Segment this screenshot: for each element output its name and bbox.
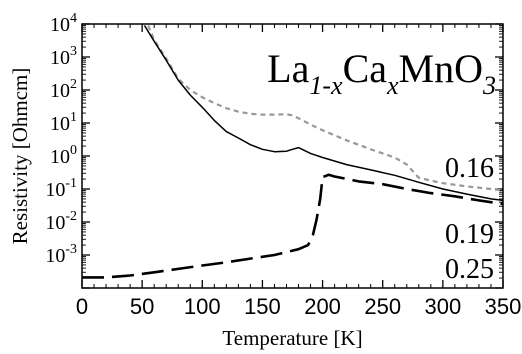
y-tick-label: 104 bbox=[50, 11, 77, 36]
plot-area: 0 50 100 150 200 250 300 350 10-3 10-2 10-1 100 101 1… bbox=[8, 11, 521, 350]
series-line-0-25 bbox=[82, 173, 503, 279]
y-tick-label: 10-2 bbox=[45, 209, 77, 234]
series-line-0-19 bbox=[143, 25, 503, 202]
series-label: 0.16 bbox=[445, 153, 494, 184]
series-label: 0.19 bbox=[445, 219, 494, 250]
x-tick-label: 200 bbox=[304, 294, 341, 319]
x-tick-label: 50 bbox=[130, 294, 154, 319]
x-tick-label: 250 bbox=[364, 294, 401, 319]
y-tick-label: 101 bbox=[50, 110, 77, 135]
x-tick-label: 100 bbox=[184, 294, 221, 319]
series-label: 0.25 bbox=[445, 254, 494, 285]
x-tick-label: 300 bbox=[424, 294, 461, 319]
y-tick-label: 102 bbox=[50, 77, 77, 102]
series-line-0-16 bbox=[147, 25, 503, 192]
y-tick-label: 10-3 bbox=[45, 242, 77, 267]
x-tick-label: 0 bbox=[76, 294, 88, 319]
y-tick-label: 100 bbox=[50, 143, 77, 168]
chart-title: La1-xCaxMnO3 bbox=[267, 46, 496, 100]
y-axis-label: Resistivity [Ohmcm] bbox=[8, 68, 32, 245]
y-tick-label: 10-1 bbox=[45, 176, 77, 201]
y-tick-label: 103 bbox=[50, 44, 77, 69]
x-tick-label: 350 bbox=[485, 294, 522, 319]
x-axis-label: Temperature [K] bbox=[222, 326, 362, 350]
x-tick-label: 150 bbox=[244, 294, 281, 319]
